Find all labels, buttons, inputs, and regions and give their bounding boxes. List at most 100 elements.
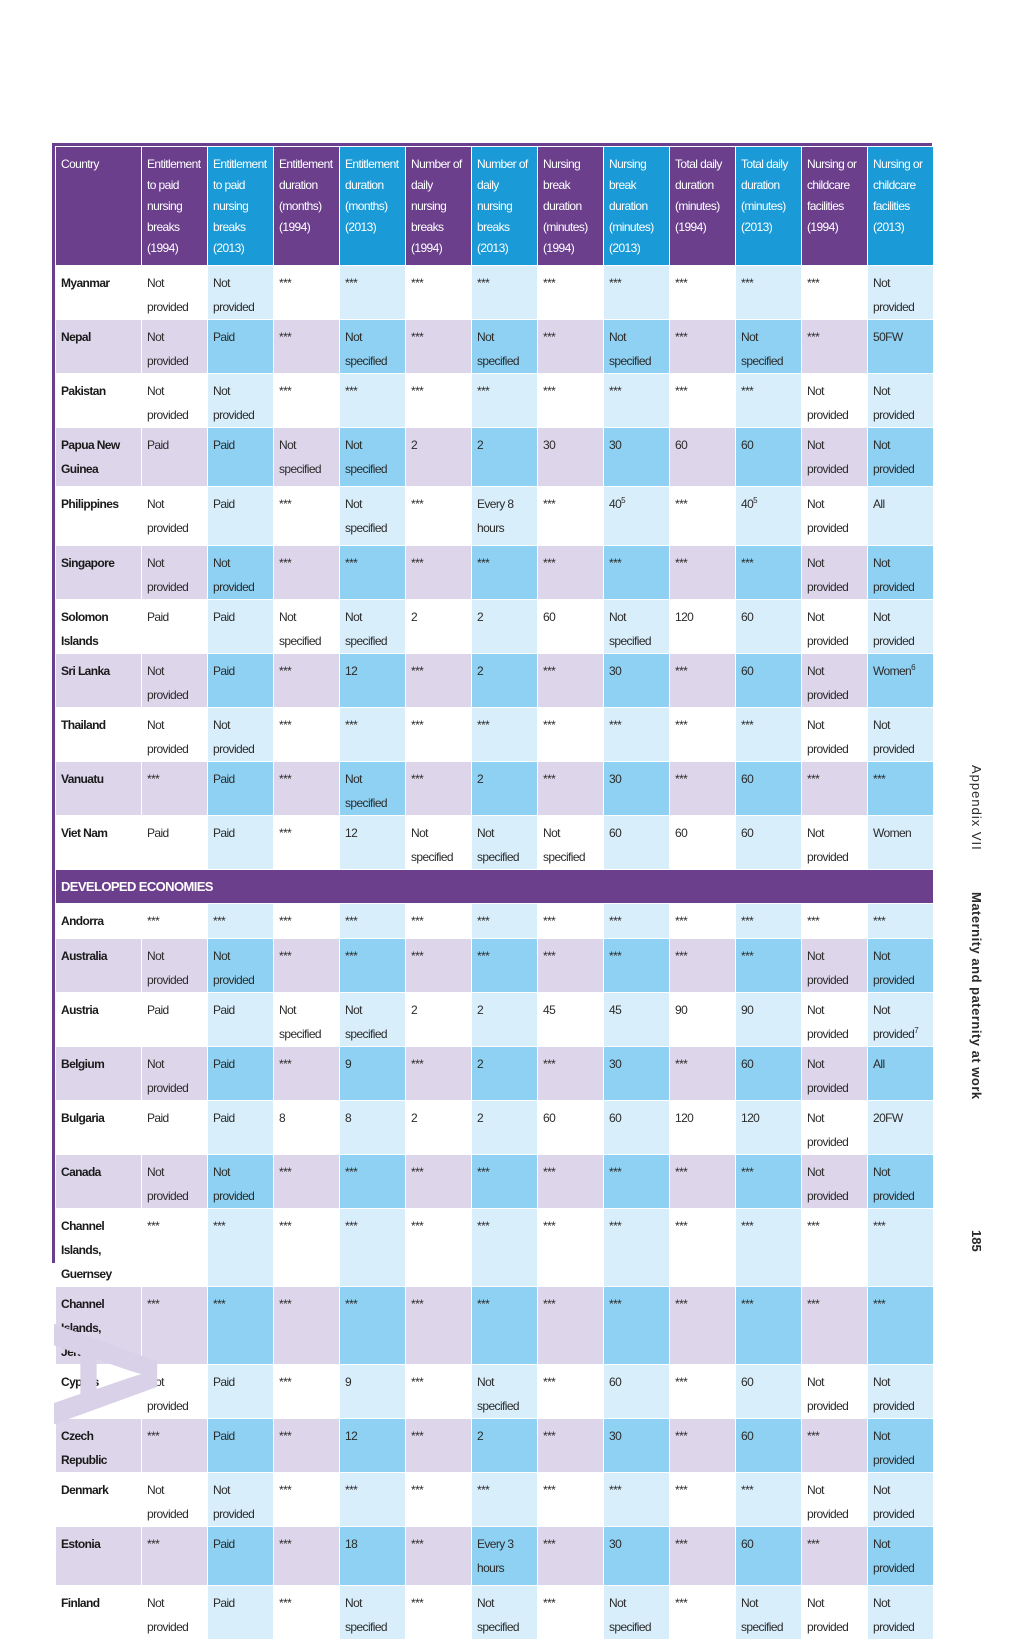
table-cell: Not provided: [141, 319, 208, 374]
cell-text: ***: [675, 1219, 688, 1233]
table-cell: Not provided: [141, 1472, 208, 1527]
cell-text: Not specified: [279, 1003, 322, 1041]
cell-text: 60: [609, 1111, 622, 1125]
table-cell: 30: [603, 653, 670, 708]
cell-text: ***: [411, 1596, 424, 1610]
country-cell: Andorra: [55, 903, 142, 939]
cell-text: ***: [807, 1429, 820, 1443]
cell-text: ***: [411, 556, 424, 570]
country-cell: Thailand: [55, 707, 142, 762]
cell-text: 30: [609, 1537, 622, 1551]
cell-text: Not provided: [147, 384, 189, 422]
table-row-channel-islands-jersey: Channel Islands, Jersey *** *** *** *** *** **…: [55, 1286, 934, 1365]
cell-text: Not specified: [345, 772, 388, 810]
cell-text: Not provided: [873, 949, 915, 987]
country-cell: Philippines: [55, 486, 142, 546]
table-cell: 60: [603, 1364, 670, 1419]
table-cell: ***: [537, 653, 604, 708]
cell-text: Channel Islands, Guernsey: [61, 1219, 112, 1281]
table-cell: ***: [867, 1286, 934, 1365]
table-cell: Not provided: [801, 427, 868, 487]
header-duration-1994: Entitlement duration (months) (1994): [273, 146, 340, 266]
cell-text: Not provided: [147, 949, 189, 987]
table-cell: ***: [537, 938, 604, 993]
table-row-estonia: Estonia *** Paid *** 18 *** Every 3 hours *** 30…: [55, 1526, 934, 1586]
cell-text: ***: [675, 1057, 688, 1071]
cell-text: ***: [609, 556, 622, 570]
table-cell: ***: [273, 1472, 340, 1527]
cell-text: Thailand: [61, 718, 106, 732]
country-cell: Bulgaria: [55, 1100, 142, 1155]
cell-text: ***: [609, 384, 622, 398]
cell-text: ***: [411, 330, 424, 344]
table-cell: 90: [669, 992, 736, 1047]
cell-text: Paid: [213, 1537, 235, 1551]
table-cell: ***: [405, 1208, 472, 1287]
cell-text: Finland: [61, 1596, 100, 1610]
table-cell: Not provided: [867, 1585, 934, 1640]
cell-text: ***: [411, 497, 424, 511]
cell-text: Not provided: [147, 497, 189, 535]
table-cell: ***: [339, 938, 406, 993]
cell-text: Not specified: [411, 826, 454, 864]
table-cell: Paid: [207, 1046, 274, 1101]
cell-text: ***: [411, 1165, 424, 1179]
header-facilities-2013: Nursing or childcare facilities (2013): [867, 146, 934, 266]
cell-text: 9: [345, 1057, 352, 1071]
table-row-sri-lanka: Sri Lanka Not provided Paid *** 12 *** 2 *** 30 *…: [55, 653, 934, 708]
cell-text: 2: [477, 1057, 484, 1071]
table-cell: ***: [273, 1364, 340, 1419]
table-cell: ***: [735, 707, 802, 762]
cell-text: 120: [675, 610, 694, 624]
table-cell: ***: [405, 265, 472, 320]
cell-text: ***: [807, 276, 820, 290]
table-cell: ***: [339, 1472, 406, 1527]
cell-text: ***: [411, 1483, 424, 1497]
cell-text: ***: [477, 384, 490, 398]
cell-text: ***: [279, 664, 292, 678]
table-cell: 120: [669, 599, 736, 654]
cell-text: Paid: [213, 610, 235, 624]
page-number: 185: [969, 1230, 984, 1252]
table-cell: ***: [537, 265, 604, 320]
table-cell: ***: [801, 761, 868, 816]
cell-text: ***: [741, 276, 754, 290]
table-cell: ***: [471, 1208, 538, 1287]
cell-text: 60: [741, 1537, 754, 1551]
side-running-header: Appendix VII Maternity and paternity at …: [960, 765, 990, 1285]
table-cell: 2: [471, 1100, 538, 1155]
header-total-daily-1994: Total daily duration (minutes) (1994): [669, 146, 736, 266]
table-row-finland: Finland Not provided Paid *** Not specified *…: [55, 1585, 934, 1640]
cell-text: Cyprus: [61, 1375, 99, 1389]
cell-text: 2: [477, 772, 484, 786]
table-cell: ***: [537, 373, 604, 428]
cell-text: ***: [411, 276, 424, 290]
table-cell: 8: [273, 1100, 340, 1155]
cell-text: 60: [741, 826, 754, 840]
cell-text: ***: [147, 1297, 160, 1311]
table-cell: Paid: [141, 815, 208, 870]
section-letter-graphic: A: [50, 1318, 172, 1428]
table-cell: Not provided: [801, 653, 868, 708]
cell-text: ***: [279, 1165, 292, 1179]
cell-text: ***: [675, 1483, 688, 1497]
table-cell: Not provided: [801, 373, 868, 428]
table-cell: Not provided: [801, 938, 868, 993]
table-row-denmark: Denmark Not provided Not provided *** *** ***…: [55, 1472, 934, 1527]
header-country: Country: [55, 146, 142, 266]
table-cell: ***: [735, 1154, 802, 1209]
country-cell: Viet Nam: [55, 815, 142, 870]
table-cell: ***: [669, 545, 736, 600]
table-cell: ***: [471, 373, 538, 428]
table-cell: Paid: [207, 1585, 274, 1640]
table-cell: 60: [735, 761, 802, 816]
cell-text: 90: [675, 1003, 688, 1017]
cell-text: ***: [279, 772, 292, 786]
table-cell: Not provided: [141, 1154, 208, 1209]
cell-text: ***: [147, 914, 160, 928]
cell-text: 60: [675, 438, 688, 452]
cell-text: ***: [741, 556, 754, 570]
cell-text: 2: [477, 1003, 484, 1017]
cell-text: ***: [609, 1297, 622, 1311]
table-cell: ***: [735, 1286, 802, 1365]
